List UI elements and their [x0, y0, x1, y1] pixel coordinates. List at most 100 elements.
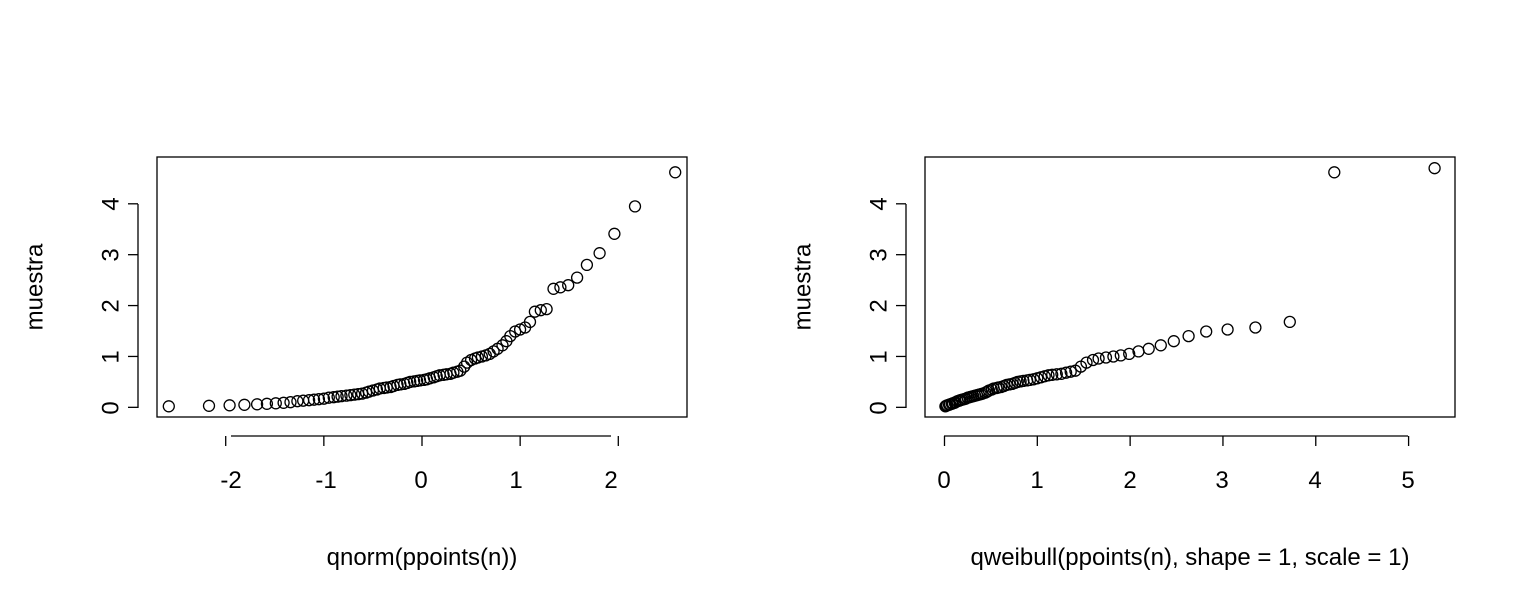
data-point — [1142, 342, 1155, 355]
data-point — [458, 360, 471, 373]
x-tick-label: 3 — [1215, 467, 1228, 494]
data-point — [1042, 369, 1055, 382]
data-point — [1283, 315, 1296, 329]
y-tick-label: 4 — [97, 197, 124, 210]
x-tick-label: 0 — [937, 467, 950, 494]
data-point — [540, 302, 553, 316]
y-tick-label: 3 — [865, 248, 892, 261]
data-point — [1114, 349, 1127, 362]
data-point — [1154, 339, 1167, 352]
data-point — [344, 388, 357, 402]
data-point — [562, 279, 575, 292]
data-point — [1050, 368, 1063, 381]
x-tick-label: 2 — [604, 467, 617, 494]
data-point — [291, 395, 304, 408]
data-point — [1046, 368, 1059, 381]
y-ticks — [896, 203, 906, 408]
y-tick-label: 0 — [865, 401, 892, 414]
data-point — [322, 391, 335, 404]
y-tick-label: 2 — [865, 299, 892, 312]
data-point — [1249, 321, 1262, 334]
data-point — [1107, 350, 1120, 363]
chart-panel-weibull-qq: 0 1 2 3 4 0 1 2 3 4 5 qweibull(ppoints(n… — [789, 156, 1456, 571]
data-point — [1328, 166, 1341, 179]
data-point — [307, 393, 321, 406]
data-point — [238, 398, 251, 411]
y-tick-label: 4 — [865, 197, 892, 210]
x-tick-label: 5 — [1401, 467, 1414, 494]
data-point — [1200, 325, 1213, 338]
y-ticks — [128, 203, 138, 408]
data-point — [547, 282, 560, 295]
data-point — [1123, 347, 1136, 361]
y-axis-title: muestra — [789, 243, 816, 330]
x-tick-label: 4 — [1308, 467, 1321, 494]
data-point — [1064, 365, 1077, 378]
y-axis-title: muestra — [21, 243, 48, 330]
data-point — [335, 389, 348, 403]
data-point — [348, 388, 361, 401]
data-point — [1428, 162, 1441, 175]
y-tick-label: 1 — [97, 350, 124, 363]
data-point — [404, 375, 417, 389]
data-point — [1080, 356, 1093, 369]
data-point — [277, 396, 290, 409]
data-point — [608, 227, 621, 240]
data-point — [1059, 366, 1073, 379]
x-tick-label: 0 — [414, 467, 427, 494]
y-tick-labels: 0 1 2 3 4 — [865, 197, 892, 414]
chart-panel-normal-qq: 0 1 2 3 4 -2 -1 0 1 2 qnorm(ppoints(n)) … — [21, 156, 688, 571]
x-tick-label: -1 — [315, 467, 336, 494]
data-point — [162, 400, 175, 413]
data-point — [534, 304, 547, 317]
y-tick-label: 3 — [97, 248, 124, 261]
data-point — [317, 392, 331, 405]
x-tick-label: 1 — [509, 467, 522, 494]
data-point — [580, 258, 594, 272]
x-tick-labels: 0 1 2 3 4 5 — [937, 467, 1414, 494]
x-axis-title: qweibull(ppoints(n), shape = 1, scale = … — [971, 544, 1410, 571]
data-point — [669, 166, 682, 179]
data-point — [1099, 351, 1113, 364]
data-point — [1182, 329, 1195, 343]
data-point — [528, 305, 542, 318]
x-tick-label: 1 — [1030, 467, 1043, 494]
x-ticks — [943, 436, 1410, 446]
x-axis-title: qnorm(ppoints(n)) — [327, 544, 518, 571]
points-layer — [162, 166, 682, 413]
x-tick-label: 2 — [1123, 467, 1136, 494]
data-point — [523, 315, 537, 329]
y-tick-label: 2 — [97, 299, 124, 312]
data-point — [1221, 323, 1234, 336]
plot-box — [156, 156, 688, 418]
data-point — [284, 396, 297, 409]
data-point — [269, 397, 282, 410]
data-point — [312, 393, 326, 406]
data-point — [331, 390, 344, 403]
plot-box — [924, 156, 1456, 418]
data-point — [628, 200, 642, 213]
data-point — [260, 397, 274, 410]
data-point — [454, 364, 467, 377]
data-point — [593, 247, 606, 260]
x-tick-label: -2 — [220, 467, 241, 494]
data-point — [1055, 367, 1068, 380]
x-ticks — [225, 436, 619, 446]
y-tick-label: 1 — [865, 350, 892, 363]
data-point — [340, 389, 353, 402]
data-point — [570, 271, 584, 284]
x-tick-labels: -2 -1 0 1 2 — [220, 467, 617, 494]
data-point — [223, 399, 236, 412]
data-point — [496, 339, 509, 352]
points-layer — [939, 162, 1441, 413]
data-point — [554, 281, 567, 294]
data-point — [250, 398, 264, 411]
data-point — [327, 391, 340, 404]
y-tick-label: 0 — [97, 401, 124, 414]
data-point — [1092, 352, 1105, 365]
y-tick-labels: 0 1 2 3 4 — [97, 197, 124, 414]
data-point — [1086, 353, 1100, 367]
data-point — [202, 399, 216, 412]
